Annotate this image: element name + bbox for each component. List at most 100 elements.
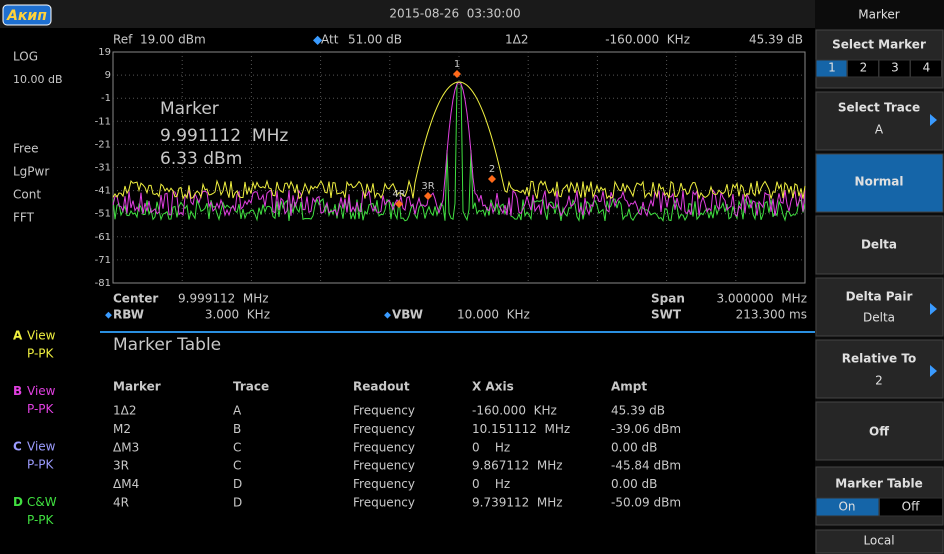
scale-div: 10.00 dB xyxy=(13,73,63,86)
option[interactable] xyxy=(879,497,943,517)
table-cell: D xyxy=(233,496,242,510)
table-cell: B xyxy=(233,422,241,436)
span: 3.000000 MHz xyxy=(716,292,807,306)
trace-label: C xyxy=(13,440,22,454)
annotation-freq: 9.991112 MHz xyxy=(160,126,288,146)
table-cell: 0 Hz xyxy=(472,440,510,454)
menu-button[interactable] xyxy=(815,153,944,213)
mode: LgPwr xyxy=(13,165,49,179)
trace-mode: View xyxy=(27,329,56,343)
menu-button[interactable] xyxy=(815,529,944,554)
marker xyxy=(424,192,432,200)
menu-text: Delta xyxy=(863,311,895,325)
menu-text: 4 xyxy=(923,61,931,75)
swt: 213.300 ms xyxy=(736,308,807,322)
trace-detector: P-PK xyxy=(27,347,55,361)
rbw-icon: ◆ xyxy=(105,311,112,321)
menu-button[interactable] xyxy=(815,277,944,337)
plot: 19 9 -1 -11 -21 -31 -41 -51 -61 -71 -81 1 2 3R 4R xyxy=(95,47,806,289)
trace-mode: C&W xyxy=(27,495,57,509)
menu-text: On xyxy=(838,500,855,514)
table-cell: 9.867112 MHz xyxy=(472,459,563,473)
menu-button[interactable] xyxy=(815,401,944,461)
table-cell: ΔM3 xyxy=(113,440,139,454)
menu-text: 2 xyxy=(860,61,868,75)
menu-text: A xyxy=(875,123,884,137)
menu-button[interactable] xyxy=(815,339,944,399)
trace-mode: View xyxy=(27,384,56,398)
column-header: Trace xyxy=(233,380,269,394)
table-cell: C xyxy=(233,440,241,454)
menu-text: 2 xyxy=(875,374,883,388)
menu-text: Local xyxy=(863,534,894,548)
center-label: Center xyxy=(113,292,158,306)
att-label: Att xyxy=(321,33,339,47)
y-label: -1 xyxy=(101,93,111,104)
trace-detector: P-PK xyxy=(27,402,55,416)
menu-text: Off xyxy=(869,425,889,439)
y-label: -31 xyxy=(95,163,111,174)
menu-text: Normal xyxy=(855,175,904,189)
marker xyxy=(395,200,403,208)
table-cell: -39.06 dBm xyxy=(611,422,681,436)
trace-mode: View xyxy=(27,440,56,454)
scale: LOG xyxy=(13,50,38,64)
y-label: 9 xyxy=(105,70,111,81)
option[interactable] xyxy=(910,59,942,78)
y-label: -41 xyxy=(95,186,111,197)
y-label: -11 xyxy=(95,116,111,127)
table-cell: Frequency xyxy=(353,477,415,491)
mode: Free xyxy=(13,142,38,156)
table-cell: -50.09 dBm xyxy=(611,496,681,510)
ref-label: Ref xyxy=(113,33,133,47)
y-label: -81 xyxy=(95,278,111,289)
vbw-label: VBW xyxy=(392,308,423,322)
annotation-title: Marker xyxy=(160,99,219,119)
att: 51.00 dB xyxy=(348,33,402,47)
table-cell: 10.151112 MHz xyxy=(472,422,570,436)
marker-label: 1 xyxy=(454,59,460,70)
marker-table-title: Marker Table xyxy=(113,335,221,355)
trace-detector: P-PK xyxy=(27,513,55,527)
table-cell: -160.000 KHz xyxy=(472,404,557,418)
y-label: -21 xyxy=(95,139,111,150)
table-cell: 4R xyxy=(113,496,129,510)
column-header: Marker xyxy=(113,380,161,394)
y-label: -71 xyxy=(95,255,111,266)
y-label: -61 xyxy=(95,232,111,243)
menu-arrow xyxy=(930,114,937,126)
vbw-icon: ◆ xyxy=(384,311,391,321)
marker xyxy=(453,70,461,78)
trace-label: B xyxy=(13,384,22,398)
datetime: 2015-08-26 03:30:00 xyxy=(389,7,520,21)
menu-text: Delta Pair xyxy=(846,290,913,304)
column-header: Ampt xyxy=(611,380,647,394)
trace xyxy=(112,81,806,201)
delta-y: 45.39 dB xyxy=(749,33,803,47)
menu-text: Marker Table xyxy=(835,477,922,491)
mode: FFT xyxy=(13,211,35,225)
menu-button[interactable] xyxy=(815,29,944,89)
logo: Акип xyxy=(6,8,47,24)
table-cell: Frequency xyxy=(353,459,415,473)
table-cell: M2 xyxy=(113,422,131,436)
menu-button[interactable] xyxy=(815,215,944,275)
vbw: 10.000 KHz xyxy=(457,308,530,322)
menu-title: Marker xyxy=(858,8,900,22)
delta-x: -160.000 KHz xyxy=(605,33,690,47)
ref: 19.00 dBm xyxy=(140,33,206,47)
mode: Cont xyxy=(13,188,41,202)
table-cell: Frequency xyxy=(353,496,415,510)
table-cell: 0.00 dB xyxy=(611,440,657,454)
menu-text: 1 xyxy=(828,61,836,75)
table-cell: 9.739112 MHz xyxy=(472,496,563,510)
marker xyxy=(488,175,496,183)
table-cell: D xyxy=(233,477,242,491)
marker-label: 2 xyxy=(489,164,495,175)
trace-label: D xyxy=(13,495,23,509)
column-header: X Axis xyxy=(472,380,514,394)
menu-button[interactable] xyxy=(815,91,944,151)
marker-label: 4R xyxy=(392,189,405,200)
